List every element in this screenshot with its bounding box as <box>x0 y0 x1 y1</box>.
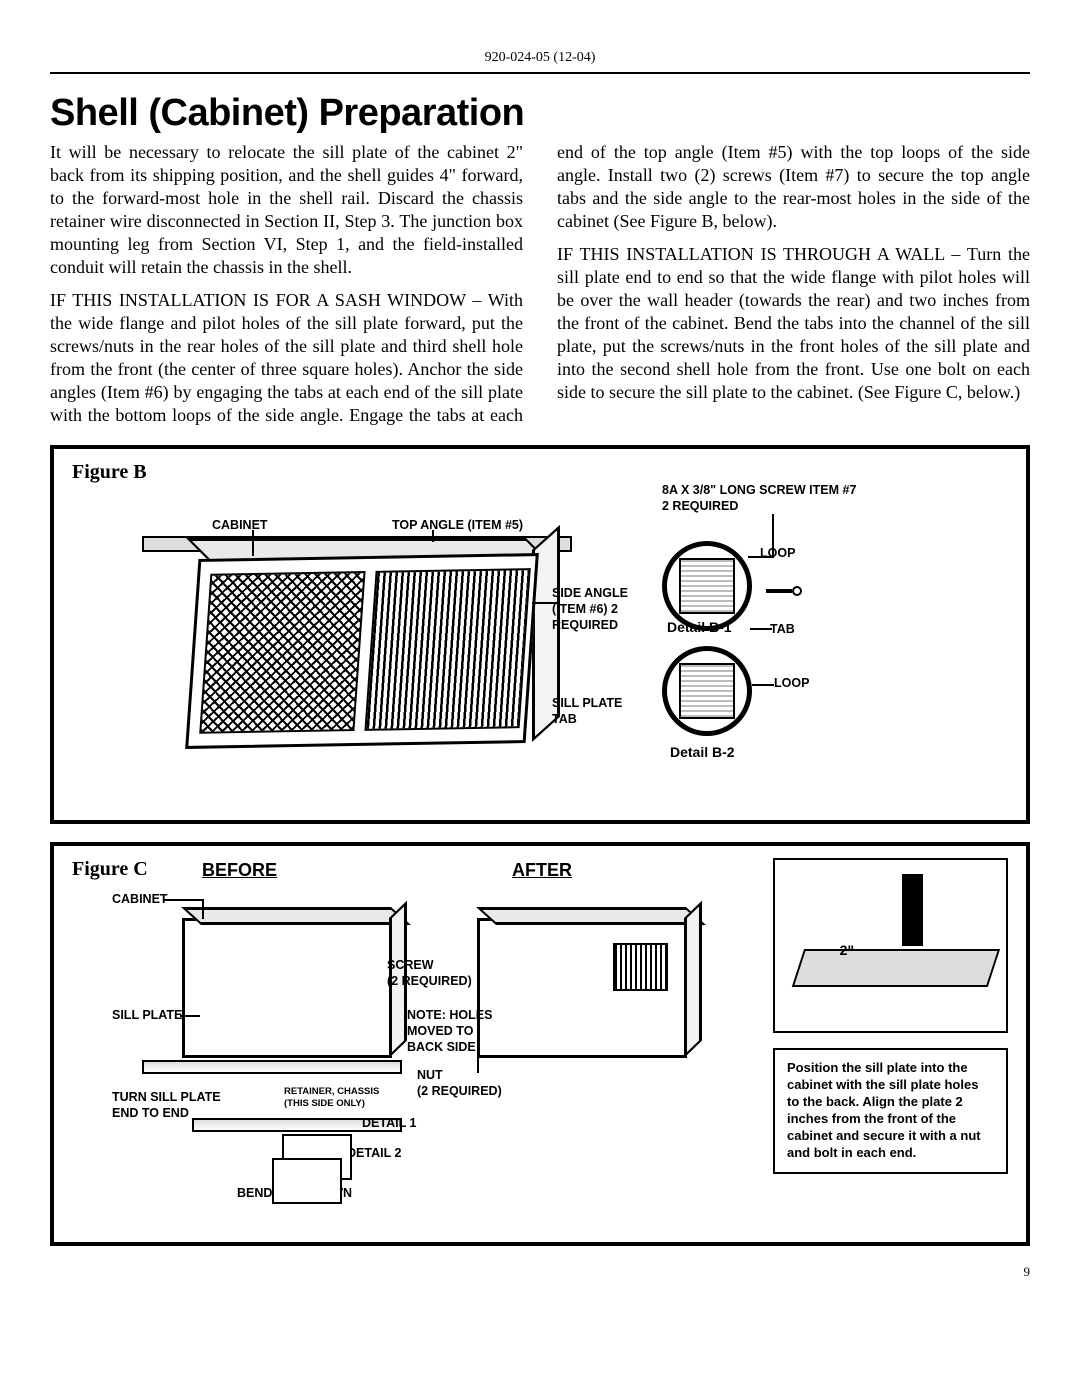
label-cabinet-c: CABINET <box>112 892 168 908</box>
label-after: AFTER <box>512 860 572 881</box>
label-detail2: DETAIL 2 <box>347 1146 401 1162</box>
wall-sill-plate <box>792 949 1001 987</box>
leader-after-line <box>477 973 479 1073</box>
doc-header: 920-024-05 (12-04) <box>50 50 1030 70</box>
label-cabinet: CABINET <box>212 518 268 534</box>
before-cabinet <box>182 918 392 1058</box>
detail-b1-inner <box>679 558 735 614</box>
label-before: BEFORE <box>202 860 277 881</box>
note-box: Position the sill plate into the cabinet… <box>773 1048 1008 1173</box>
label-loop-2: LOOP <box>774 676 809 692</box>
paragraph-3: IF THIS INSTALLATION IS THROUGH A WALL –… <box>557 243 1030 404</box>
detail-b2-circle <box>662 646 752 736</box>
detail-b1-circle <box>662 541 752 631</box>
rule-top <box>50 72 1030 74</box>
wall-bolt <box>902 874 923 946</box>
label-top-angle: TOP ANGLE (ITEM #5) <box>392 518 523 534</box>
label-loop-1: LOOP <box>760 546 795 562</box>
body-text: It will be necessary to relocate the sil… <box>50 141 1030 427</box>
figure-c-box: Figure C BEFORE AFTER CABINET SILL PLATE… <box>50 842 1030 1246</box>
label-screw: SCREW (2 REQUIRED) <box>387 958 487 989</box>
detail2-box <box>272 1158 342 1204</box>
page-number: 9 <box>50 1264 1030 1280</box>
label-sill-plate: SILL PLATE <box>112 1008 182 1024</box>
label-tab: TAB <box>770 622 795 638</box>
figure-c-canvas: Figure C BEFORE AFTER CABINET SILL PLATE… <box>72 858 1008 1228</box>
cabinet-front-face <box>185 553 539 749</box>
label-nut: NUT (2 REQUIRED) <box>417 1068 517 1099</box>
cabinet-slats <box>364 569 530 732</box>
figure-b-canvas: CABINET TOP ANGLE (ITEM #5) SIDE ANGLE (… <box>72 486 1008 806</box>
label-turn: TURN SILL PLATE END TO END <box>112 1090 232 1121</box>
label-retainer: RETAINER, CHASSIS (THIS SIDE ONLY) <box>284 1086 384 1110</box>
label-detail-b1: Detail B-1 <box>667 619 732 637</box>
label-detail-b2: Detail B-2 <box>670 744 735 762</box>
label-screw-b: 8A X 3/8" LONG SCREW ITEM #7 2 REQUIRED <box>662 483 892 514</box>
label-side-angle: SIDE ANGLE (ITEM #6) 2 REQUIRED <box>552 586 652 633</box>
page: 920-024-05 (12-04) Shell (Cabinet) Prepa… <box>0 0 1080 1310</box>
wall-detail: 2" <box>773 858 1008 1033</box>
label-sill-plate-tab: SILL PLATE TAB <box>552 696 642 727</box>
leader-sillplate <box>180 1015 200 1017</box>
cabinet-b <box>192 556 532 766</box>
leader-screw-b <box>772 514 774 556</box>
leader-cabinet <box>252 530 254 556</box>
leader-cabinet-c2 <box>202 899 204 919</box>
page-title: Shell (Cabinet) Preparation <box>50 92 1030 135</box>
figure-c-title: Figure C <box>72 858 148 881</box>
leader-topangle <box>432 530 434 542</box>
label-holes-note: NOTE: HOLES MOVED TO BACK SIDE <box>407 1008 512 1055</box>
leader-cabinet-c <box>164 899 204 901</box>
screw-icon <box>766 586 802 596</box>
cabinet-grille <box>199 571 365 734</box>
note-text: Position the sill plate into the cabinet… <box>787 1060 981 1159</box>
before-sill-plate <box>142 1060 402 1074</box>
leader-sideangle <box>532 602 560 604</box>
figure-b-title: Figure B <box>72 461 1008 484</box>
detail-b2-inner <box>679 663 735 719</box>
leader-tab <box>750 628 772 630</box>
label-detail1: DETAIL 1 <box>362 1116 416 1132</box>
figure-b-box: Figure B CABINET TOP ANGLE (ITEM #5) SID… <box>50 445 1030 824</box>
leader-loop1 <box>748 556 774 558</box>
wall-dim-label: 2" <box>840 942 854 958</box>
paragraph-1: It will be necessary to relocate the sil… <box>50 141 523 279</box>
leader-loop2 <box>752 684 774 686</box>
